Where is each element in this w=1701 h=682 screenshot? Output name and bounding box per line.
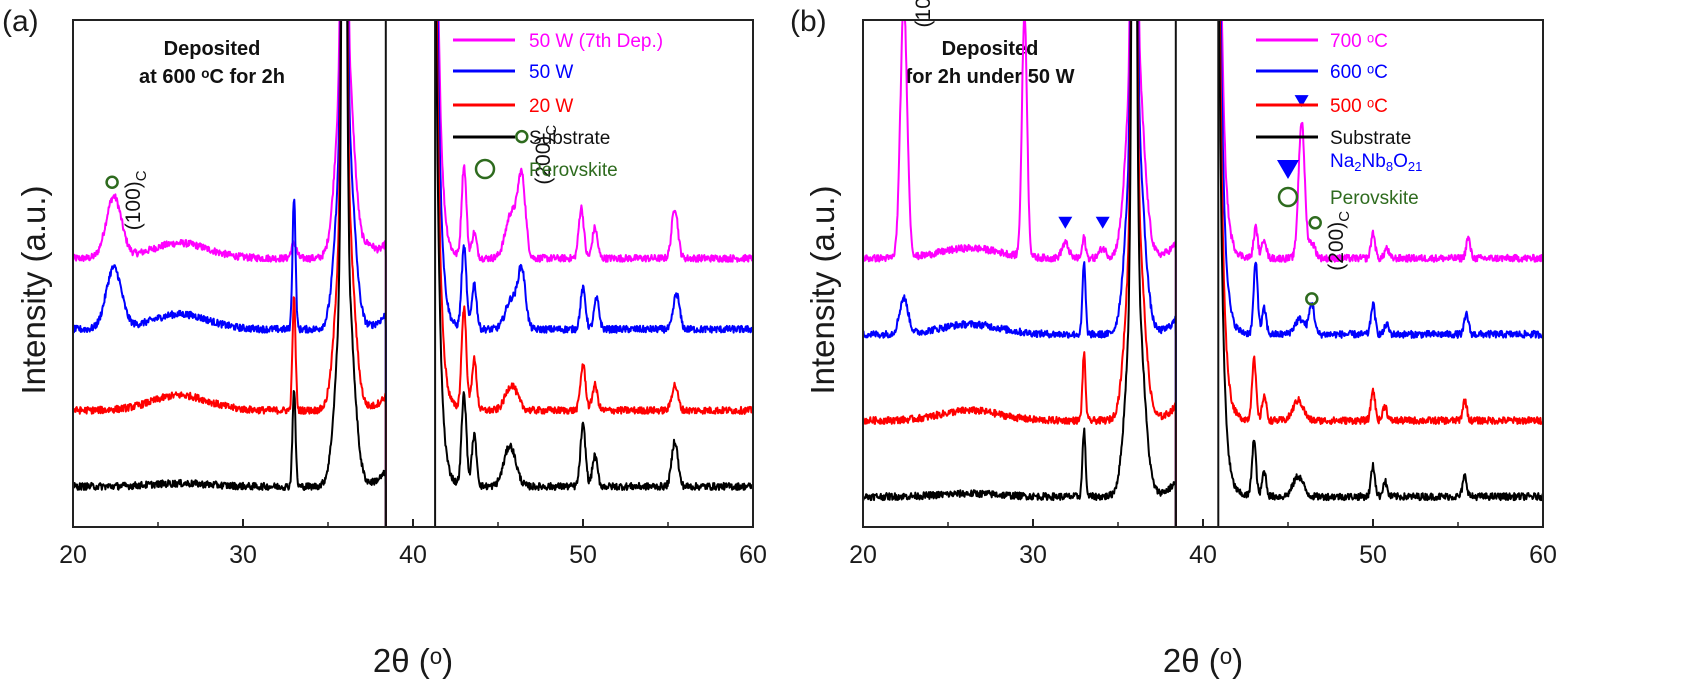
legend-a-perovskite-icon xyxy=(474,158,496,180)
panel-a-annotation-line-2: at 600 ᵒC for 2h xyxy=(139,66,285,88)
panel-b-label: (b) xyxy=(790,5,827,38)
panel-a-plot: (100)C (200)C xyxy=(73,20,753,527)
legend-b-perovskite-icon xyxy=(1277,186,1299,208)
panel-a-series-2 xyxy=(73,20,753,527)
panel-b-tick-label-4: 60 xyxy=(1529,541,1557,569)
panel-b-annotation-line-2: for 2h under 50 W xyxy=(906,66,1075,88)
panel-b-marker-triangle-4 xyxy=(1095,216,1110,229)
panel-b-plot: (100)C (200)C xyxy=(863,0,1543,527)
panel-a: (a) Intensity (a.u.) 2θ (ᵒ) Deposited at… xyxy=(2,5,767,679)
panel-b-series-0 xyxy=(863,20,1543,527)
legend-b-label-na2nb8o21: Na2Nb8O21 xyxy=(1330,151,1422,174)
panel-b-marker-triangle-5 xyxy=(1294,95,1309,108)
legend-a-label-2: 20 W xyxy=(529,96,573,117)
panel-b-peak-label-6: (200)C xyxy=(1325,211,1353,271)
panel-a-tick-label-0: 20 xyxy=(59,541,87,569)
panel-b-marker-triangle-3 xyxy=(1058,216,1073,229)
panel-a-label: (a) xyxy=(2,5,39,38)
panel-a-tick-label-4: 60 xyxy=(739,541,767,569)
panel-a-ylabel: Intensity (a.u.) xyxy=(15,185,52,394)
legend-b-label-0: 700 ᵒC xyxy=(1330,31,1388,52)
panel-a-tick-label-1: 30 xyxy=(229,541,257,569)
legend-b-label-perovskite: Perovskite xyxy=(1330,188,1419,209)
legend-a-label-3: Substrate xyxy=(529,128,610,149)
panel-b-xlabel: 2θ (ᵒ) xyxy=(1163,642,1243,679)
panel-b-series-3 xyxy=(863,20,1543,527)
legend-b-label-1: 600 ᵒC xyxy=(1330,62,1388,83)
panel-b-annotation-line-1: Deposited xyxy=(942,38,1039,60)
legend-b-na2nb8o21-icon xyxy=(1277,160,1299,179)
panel-b: (b) Intensity (a.u.) 2θ (ᵒ) Deposited fo… xyxy=(790,0,1557,679)
panel-b-tick-label-0: 20 xyxy=(849,541,877,569)
panel-a-peak-label-1: (200)C xyxy=(532,125,560,185)
panel-b-legend: 700 ᵒC 600 ᵒC 500 ᵒC Substrate Na2Nb8O21… xyxy=(1256,31,1422,209)
panel-a-frame xyxy=(72,19,754,528)
legend-a-label-perovskite: Perovskite xyxy=(529,160,618,181)
panel-a-marker-circle-0 xyxy=(105,175,119,189)
panel-b-tick-label-1: 30 xyxy=(1019,541,1047,569)
panel-b-ylabel: Intensity (a.u.) xyxy=(804,185,841,394)
panel-a-series-1 xyxy=(73,20,753,527)
panel-a-series-0 xyxy=(73,20,753,527)
panel-b-x-ticks: 20 30 40 50 60 xyxy=(849,519,1557,569)
panel-a-peak-label-0: (100)C xyxy=(122,170,150,230)
panel-b-tick-label-2: 40 xyxy=(1189,541,1217,569)
panel-a-tick-label-2: 40 xyxy=(399,541,427,569)
legend-b-label-3: Substrate xyxy=(1330,128,1411,149)
panel-b-series-2 xyxy=(863,20,1543,527)
legend-a-label-1: 50 W xyxy=(529,62,573,83)
legend-a-label-0: 50 W (7th Dep.) xyxy=(529,31,663,52)
panel-a-series-3 xyxy=(73,20,753,527)
panel-b-peak-label-1: (100)C xyxy=(912,0,940,27)
panel-a-xlabel: 2θ (ᵒ) xyxy=(373,642,453,679)
panel-a-marker-circle-1 xyxy=(515,129,529,144)
panel-a-annotation-line-1: Deposited xyxy=(164,38,261,60)
legend-b-label-2: 500 ᵒC xyxy=(1330,96,1388,117)
panel-b-tick-label-3: 50 xyxy=(1359,541,1387,569)
panel-a-tick-label-3: 50 xyxy=(569,541,597,569)
panel-b-series-1 xyxy=(863,20,1543,527)
panel-b-marker-circle-7 xyxy=(1305,292,1319,306)
panel-b-marker-circle-6 xyxy=(1308,216,1322,230)
panel-a-x-ticks: 20 30 40 50 60 xyxy=(59,519,767,569)
panel-a-legend: 50 W (7th Dep.) 50 W 20 W Substrate Pero… xyxy=(453,31,663,181)
panel-b-frame xyxy=(862,19,1544,528)
